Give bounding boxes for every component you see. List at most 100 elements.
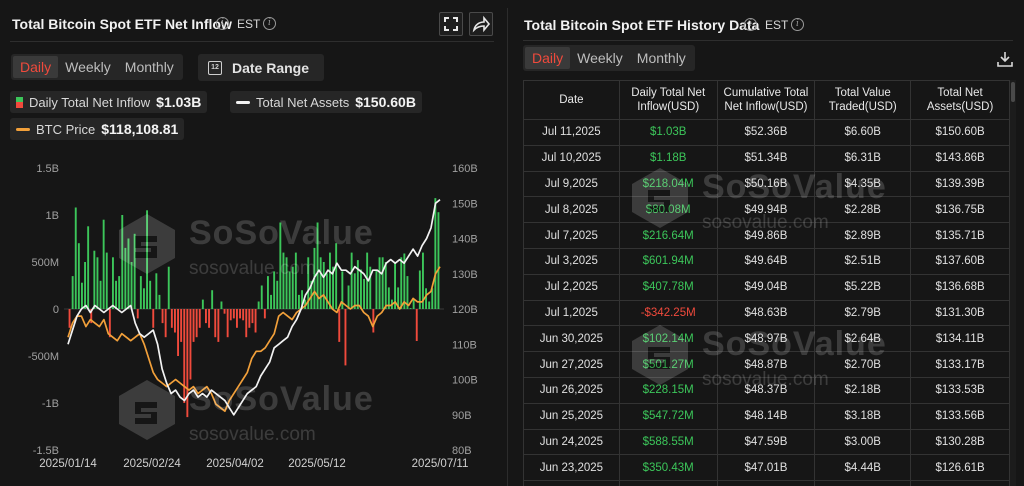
inflow-bar [384,262,387,309]
table-row[interactable]: Jul 8,2025 $80.08M $49.94B $2.28B $136.75B [523,196,1010,224]
y-left-tick-label: 500M [31,257,59,269]
tab-monthly[interactable]: Monthly [124,59,174,75]
legend-inflow-swatch [16,96,23,108]
inflow-bar [201,299,204,309]
cell-cumulative-inflow: $49.64B [716,247,816,275]
inflow-bar [84,262,86,309]
inflow-bar [71,276,74,309]
divider [523,40,1013,41]
inflow-bar [418,270,421,309]
inflow-bar [81,282,83,309]
table-row[interactable]: Jun 24,2025 $588.55M $47.59B $3.00B $130.28B [523,428,1010,456]
cell-date: Jul 11,2025 [523,119,620,146]
inflow-bar [236,309,238,328]
y-left-tick-label: -1.5B [33,445,59,457]
cell-value-traded: $6.60B [814,119,912,146]
inflow-bar [77,243,80,309]
col-daily-inflow[interactable]: Daily Total Net Inflow(USD) [618,80,718,120]
inflow-bar [155,273,158,309]
y-left-tick-label: 1.5B [36,163,59,175]
table-row[interactable]: Jul 7,2025 $216.64M $49.86B $2.89B $135.71B [523,222,1010,249]
inflow-bar [394,262,396,309]
inflow-bar [298,294,300,309]
table-row[interactable]: Jul 1,2025 -$342.25M $48.63B $2.79B $131.30B [523,299,1010,327]
cell-cumulative-inflow: $48.97B [716,325,816,353]
tab-weekly[interactable]: Weekly [65,59,111,75]
inflow-bar [434,198,437,309]
tab-monthly[interactable]: Monthly [636,50,686,66]
inflow-bar [363,278,365,309]
table-row[interactable]: Jul 10,2025 $1.18B $51.34B $6.31B $143.86B [523,144,1010,172]
cell-daily-inflow: $218.04M [618,170,718,198]
table-row[interactable]: Jul 9,2025 $218.04M $50.16B $4.35B $139.39B [523,170,1010,198]
inflow-bar [360,269,362,309]
inflow-bar [133,233,136,309]
col-cumulative-inflow[interactable]: Cumulative Total Net Inflow(USD) [716,80,816,120]
x-tick-label: 2025/04/02 [206,458,264,470]
legend-inflow[interactable]: Daily Total Net Inflow $1.03B [10,91,208,113]
inflow-bar [143,288,145,309]
inflow-bar [136,309,139,319]
date-range-button[interactable]: 12 Date Range [198,54,324,81]
inflow-bar [397,287,400,309]
net-inflow-chart: 1.5B 1B 500M 0 -500M -1B -1.5B 160B 150B 140B 130… [28,163,478,470]
cell-value-traded: $5.22B [814,273,912,301]
inflow-bar [356,260,359,309]
inflow-bar [183,309,186,403]
table-row[interactable]: Jun 20,2025$6.37M$46.66B$2.72B$126.54B [523,480,1010,486]
col-net-assets[interactable]: Total Net Assets(USD) [910,80,1010,120]
table-row[interactable]: Jun 27,2025 $501.27M $48.87B $2.70B $133.17B [523,351,1010,378]
inflow-bar [214,309,217,338]
cell-value-traded: $2.79B [814,299,912,327]
y-right-tick-label: 150B [452,198,478,210]
cell-daily-inflow: $80.08M [618,196,718,224]
inflow-bar [282,252,285,309]
inflow-bar [87,226,90,309]
inflow-bar [260,285,263,309]
inflow-bar [329,252,331,309]
table-row[interactable]: Jun 23,2025 $350.43M $47.01B $4.44B $126.61B [523,454,1010,482]
table-row[interactable]: Jul 2,2025 $407.78M $49.04B $5.22B $136.68B [523,273,1010,301]
inflow-bar [251,309,254,324]
cell-cumulative-inflow: $49.04B [716,273,816,301]
legend-assets[interactable]: Total Net Assets $150.60B [230,91,422,113]
tab-weekly[interactable]: Weekly [577,50,623,66]
table-scrollbar[interactable] [1010,80,1016,486]
inflow-bar [167,266,170,309]
download-icon[interactable] [996,50,1014,68]
table-row[interactable]: Jul 11,2025 $1.03B $52.36B $6.60B $150.60B [523,119,1010,146]
info-icon[interactable]: i [263,17,276,30]
inflow-bar [347,285,350,309]
legend-btc[interactable]: BTC Price $118,108.81 [10,118,185,140]
inflow-bar [322,262,325,309]
tab-daily[interactable]: Daily [525,47,571,69]
tab-daily[interactable]: Daily [13,56,59,78]
btc-price-line [67,266,441,413]
cell-cumulative-inflow: $46.66B [716,480,816,486]
cell-value-traded: $2.70B [814,351,912,378]
info-icon[interactable]: i [791,18,804,31]
scrollbar-thumb[interactable] [1011,82,1015,102]
inflow-bar [428,301,431,309]
cell-value-traded: $2.72B [814,480,912,486]
col-value-traded[interactable]: Total Value Traded(USD) [814,80,912,120]
inflow-bar [369,266,372,309]
info-icon[interactable]: i [216,17,229,30]
share-icon[interactable] [469,12,493,36]
table-row[interactable]: Jun 30,2025 $102.14M $48.97B $2.64B $134.11B [523,325,1010,353]
table-row[interactable]: Jun 25,2025 $547.72M $48.14B $3.18B $133.56B [523,402,1010,430]
table-row[interactable]: Jul 3,2025 $601.94M $49.64B $2.51B $137.60B [523,247,1010,275]
cell-date: Jun 24,2025 [523,428,620,456]
fullscreen-icon[interactable] [439,12,463,36]
cell-daily-inflow: $1.18B [618,144,718,172]
net-inflow-panel: Total Bitcoin Spot ETF Net Inflow i EST … [0,0,504,486]
inflow-bar [341,271,344,309]
col-date[interactable]: Date [523,80,620,120]
inflow-bar [170,309,173,328]
info-icon[interactable]: i [744,18,757,31]
inflow-bar [387,287,390,309]
inflow-bar [189,309,192,380]
cell-net-assets: $133.17B [910,351,1010,378]
table-row[interactable]: Jun 26,2025 $228.15M $48.37B $2.18B $133.53B [523,376,1010,404]
